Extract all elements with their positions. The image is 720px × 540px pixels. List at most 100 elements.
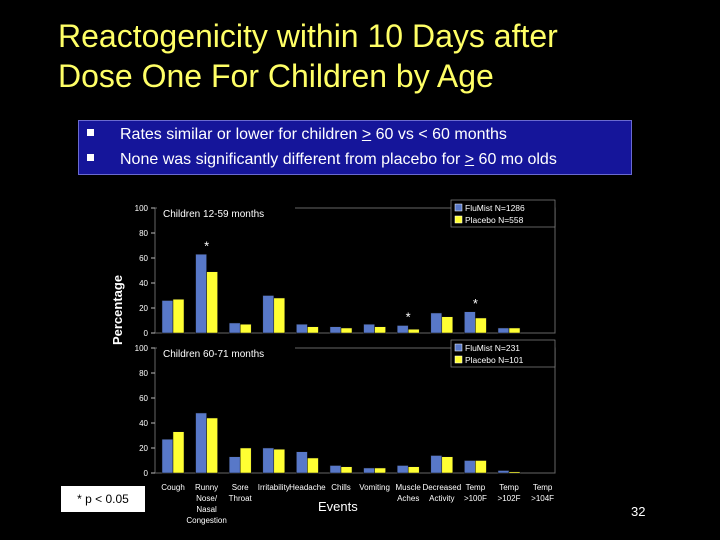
legend-swatch-placebo (454, 355, 463, 364)
legend-label: FluMist N=1286 (465, 203, 525, 213)
bar-placebo (239, 447, 252, 474)
significance-marker: * (473, 296, 478, 311)
panel-title-box (157, 342, 295, 364)
bar-placebo (307, 457, 319, 474)
bar-flumist (464, 311, 476, 334)
plot-area-2 (154, 347, 556, 474)
legend-swatch-flumist (454, 203, 463, 212)
bar-placebo (407, 329, 420, 334)
y-axis-title: Percentage (110, 275, 125, 345)
bar-flumist (363, 324, 375, 334)
bar-placebo (441, 456, 454, 474)
bullet-2-text-symbol: > (464, 151, 475, 168)
bar-flumist (296, 324, 308, 334)
panel-title: Children 12-59 months (163, 209, 264, 220)
bar-flumist (430, 455, 443, 474)
y-tick-label: 20 (139, 444, 148, 453)
legend-swatch-flumist (454, 343, 463, 352)
category-label: Sore (232, 483, 249, 492)
category-label: Nose/ (196, 494, 218, 503)
square-bullet-icon (87, 154, 94, 162)
bar-flumist (396, 325, 409, 334)
bullet-1-text-post: 60 vs < 60 months (371, 126, 507, 143)
bar-flumist (329, 465, 342, 474)
category-label: Temp (499, 483, 519, 492)
y-tick-label: 60 (139, 394, 148, 403)
legend-box (450, 339, 556, 368)
bullet-1-text-symbol: > (361, 126, 372, 143)
panel-title-box (157, 202, 295, 224)
category-label: Activity (429, 494, 454, 503)
category-label: Muscle (396, 483, 422, 492)
legend-label: Placebo N=558 (465, 215, 524, 225)
bar-placebo (508, 471, 521, 474)
y-tick-label: 100 (135, 204, 149, 213)
bullet-1-text-pre: Rates similar or lower for children (120, 126, 362, 143)
category-label: Throat (229, 494, 253, 503)
bar-placebo (239, 324, 252, 334)
bar-placebo (475, 317, 487, 334)
slide-title-line-2: Dose One For Children by Age (58, 58, 494, 94)
bar-flumist (464, 460, 476, 474)
bar-placebo (407, 466, 420, 474)
y-tick-label: 80 (139, 369, 148, 378)
bar-flumist (228, 456, 241, 474)
page-number: 32 (631, 504, 646, 519)
category-label: Temp (466, 483, 486, 492)
bar-flumist (161, 439, 174, 474)
bar-flumist (430, 312, 443, 334)
category-label: Irritability (258, 483, 290, 492)
category-label: >100F (464, 494, 487, 503)
plot-area-1 (154, 207, 556, 334)
bullet-2-text-post: 60 mo olds (474, 151, 557, 168)
legend-label: Placebo N=101 (465, 355, 524, 365)
category-label: Nasal (196, 505, 217, 514)
y-tick-label: 80 (139, 229, 148, 238)
y-tick-label: 40 (139, 279, 148, 288)
bar-flumist (195, 412, 207, 474)
bar-placebo (172, 299, 185, 334)
bullet-box: Rates similar or lower for children > 60… (78, 120, 632, 175)
y-tick-label: 0 (144, 469, 149, 478)
y-tick-label: 0 (144, 329, 149, 338)
bar-flumist (363, 467, 375, 474)
bar-flumist (396, 465, 409, 474)
bar-flumist (195, 254, 207, 334)
bar-placebo (273, 297, 286, 334)
bar-flumist (497, 470, 510, 474)
significance-marker: * (406, 310, 411, 325)
category-label: Runny (195, 483, 218, 492)
bar-placebo (273, 449, 286, 474)
bar-placebo (475, 460, 487, 474)
bar-placebo (374, 467, 386, 474)
bar-placebo (206, 271, 218, 334)
legend-box (450, 199, 556, 228)
category-label: Temp (533, 483, 553, 492)
bar-placebo (374, 326, 386, 334)
category-label: Decreased (422, 483, 461, 492)
x-axis-label: Events (318, 499, 358, 514)
bar-flumist (161, 300, 174, 334)
bullet-1: Rates similar or lower for children > 60… (87, 126, 507, 144)
legend-label: FluMist N=231 (465, 343, 520, 353)
panel-title: Children 60-71 months (163, 349, 264, 360)
category-label: Vomiting (359, 483, 390, 492)
significance-marker: * (204, 238, 209, 253)
category-label: Congestion (186, 516, 226, 525)
category-label: Cough (161, 483, 185, 492)
bullet-2-text-pre: None was significantly different from pl… (120, 151, 465, 168)
y-tick-label: 60 (139, 254, 148, 263)
bar-placebo (508, 327, 521, 334)
bar-flumist (329, 326, 342, 334)
square-bullet-icon (87, 129, 94, 137)
bar-flumist (262, 447, 275, 474)
bar-flumist (228, 322, 241, 334)
bar-flumist (296, 451, 308, 474)
category-label: Headache (289, 483, 326, 492)
bar-flumist (262, 295, 275, 334)
bar-placebo (340, 466, 353, 474)
category-label: >102F (498, 494, 521, 503)
slide-title-line-1: Reactogenicity within 10 Days after (58, 18, 558, 54)
y-tick-label: 20 (139, 304, 148, 313)
